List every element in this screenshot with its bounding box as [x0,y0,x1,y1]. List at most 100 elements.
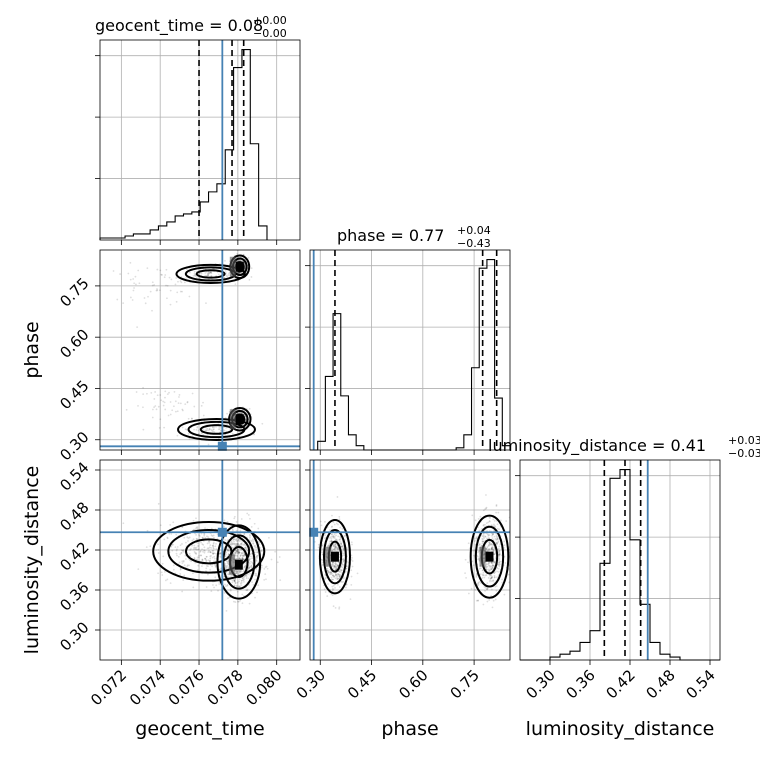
sample-point [131,299,134,301]
sample-point [184,428,187,431]
sample-point [336,547,339,550]
sample-point [496,538,499,541]
sample-point [197,429,200,432]
sample-point [172,521,175,524]
sample-point [334,549,336,552]
sample-point [340,543,343,546]
sample-point [207,559,210,562]
sample-point [484,535,487,538]
sample-point [235,538,238,541]
sample-point [143,297,146,299]
sample-point [489,565,491,568]
sample-point [342,563,345,566]
sample-point [484,523,486,526]
x-axis-label-luminosity-distance: luminosity_distance [526,718,715,740]
sample-point [157,543,159,546]
y-tick-label-luminosity-distance: 0.42 [56,538,92,574]
sample-point [335,538,338,541]
sample-point [240,570,243,573]
sample-point [334,538,337,541]
sample-point [236,542,239,545]
sample-point [232,547,234,549]
sample-point [179,568,182,571]
sample-point [333,548,335,551]
sample-point [214,576,217,579]
sample-point [493,576,496,579]
sample-point [487,568,490,571]
sample-point [197,542,199,545]
sample-point [194,528,197,530]
sample-point [490,580,493,583]
sample-point [159,418,162,421]
y-tick-label-luminosity-distance: 0.54 [56,458,92,494]
sample-point [331,562,334,564]
sample-point [231,528,234,531]
sample-point [193,270,196,273]
sample-point [491,567,494,570]
sample-point [156,289,159,292]
sample-point [481,540,484,543]
sample-point [490,544,492,546]
sample-point [498,552,501,555]
sample-point [488,570,490,573]
sample-point [480,528,483,530]
sample-point [211,556,214,559]
sample-point [236,550,239,553]
sample-point [258,541,261,543]
sample-point [190,417,193,420]
sample-point [156,288,158,290]
sample-point [496,527,499,530]
sample-point [497,561,500,564]
sample-point [510,612,512,614]
sample-point [188,564,190,567]
sample-point [237,570,240,573]
sample-point [153,406,155,409]
sample-point [487,562,490,565]
sample-point [197,544,200,547]
sample-point [244,418,247,421]
sample-point [247,566,250,569]
sample-point [478,550,480,553]
sample-point [186,400,189,403]
sample-point [166,393,169,396]
sample-point [238,557,241,560]
sample-point [496,535,498,538]
y-tick-label-phase: 0.45 [56,377,92,413]
sample-point [475,573,478,575]
sample-point [324,591,327,593]
sample-point [471,560,474,563]
sample-point [237,557,240,560]
sample-point [470,587,473,590]
sample-point [490,577,492,580]
sample-point [495,505,498,507]
sample-point [138,282,141,285]
sample-point [181,409,184,412]
density-peak [235,261,244,272]
sample-point [209,271,212,274]
sample-point [237,600,240,603]
sample-point [209,555,212,558]
sample-point [342,580,345,583]
density-contour [318,519,352,595]
sample-point [200,432,203,435]
sample-point [206,535,208,538]
sample-point [213,557,216,560]
sample-point [494,571,497,573]
sample-point [332,567,335,570]
sample-point [335,562,337,565]
sample-point [488,574,491,577]
sample-point [155,289,158,292]
sample-point [235,570,238,573]
sample-point [498,565,501,568]
sample-point [240,581,243,584]
sample-point [332,545,335,548]
sample-point [215,584,218,587]
sample-point [350,569,353,572]
sample-point [494,537,497,540]
sample-point [239,555,242,557]
sample-point [232,542,235,545]
sample-point [344,570,347,573]
sample-point [491,564,494,567]
sample-point [484,574,487,577]
sample-point [239,272,242,275]
